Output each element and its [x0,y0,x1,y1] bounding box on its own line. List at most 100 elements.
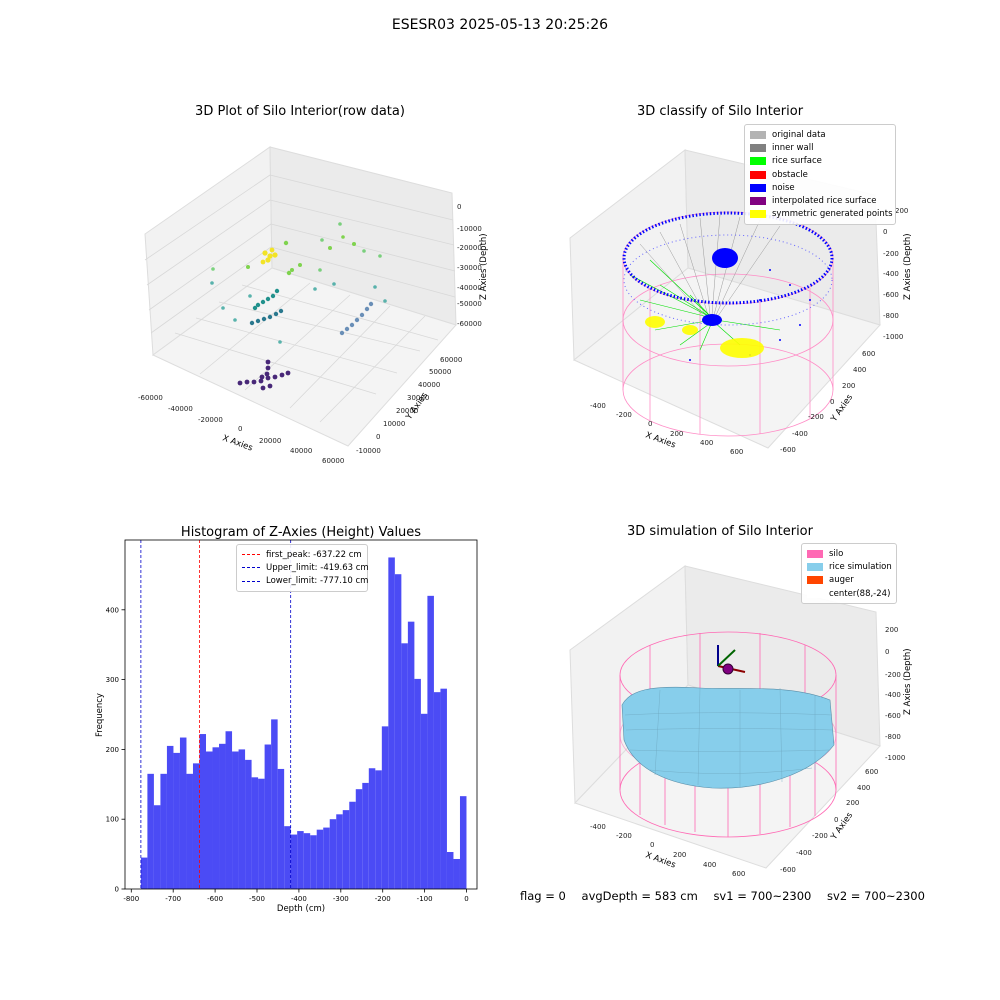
svg-text:-40000: -40000 [457,284,482,292]
histogram-bar [362,782,369,889]
svg-text:20000: 20000 [259,437,281,445]
svg-text:0: 0 [883,228,887,236]
svg-text:50000: 50000 [429,368,451,376]
legend-swatch [242,554,260,556]
legend-item: original data [750,128,890,141]
x-tick-label: -100 [417,895,433,903]
legend-swatch [750,183,766,192]
sv1-text: sv1 = 700~2300 [713,889,812,903]
histogram-bar [368,768,376,889]
svg-text:-30000: -30000 [457,264,482,272]
svg-text:-1000: -1000 [885,754,905,762]
x-tick-label: -800 [123,895,139,903]
histogram-bar [225,731,233,889]
histogram-bar [271,719,278,889]
x-tick-label: -600 [207,895,223,903]
legend-label: rice surface [772,156,822,167]
histogram-bar [277,768,285,889]
histogram-bar [212,747,220,889]
svg-text:400: 400 [703,861,716,869]
legend-swatch [807,549,823,558]
histogram-bar [166,745,174,889]
legend-swatch [242,580,260,582]
histogram-legend: first_peak: -637.22 cm Upper_limit: -419.… [236,544,369,592]
svg-text:30000: 30000 [407,394,429,402]
x-tick-label: -300 [333,895,349,903]
panel4-3d-plot: -400 -200 0 200 400 600 -600 -400 -200 0 200 4… [569,565,913,878]
legend-item: inner wall [750,141,890,154]
legend-swatch [750,143,766,152]
histogram-ylabel: Frequency [95,693,105,737]
histogram-bar [394,574,402,889]
legend-swatch [750,210,766,219]
svg-text:-60000: -60000 [138,394,163,402]
histogram-bar [173,752,180,889]
svg-text:200: 200 [846,799,859,807]
panel4-ylabel: Y Axies [829,810,856,842]
legend-item: noise [750,181,890,194]
x-tick-label: -500 [249,895,265,903]
histogram-bar [446,852,454,889]
svg-text:-800: -800 [883,312,899,320]
y-tick-label: 300 [106,676,119,684]
histogram-bar [427,595,434,889]
svg-text:200: 200 [895,207,908,215]
histogram-bar [186,773,193,889]
panel4-zlabel: Z Axies (Depth) [903,648,913,715]
panel1-3d-plot: -60000 -40000 -20000 0 20000 40000 60000 -100… [138,146,489,465]
svg-text:40000: 40000 [418,381,440,389]
legend-label: first_peak: -637.22 cm [266,549,362,560]
svg-text:-600: -600 [885,712,901,720]
svg-text:0: 0 [238,425,242,433]
histogram-frame [124,539,478,890]
x-tick-label: -700 [165,895,181,903]
panel1-points [210,222,387,391]
svg-text:-200: -200 [616,832,632,840]
svg-text:-10000: -10000 [457,225,482,233]
histogram-bar [349,801,356,889]
svg-text:-200: -200 [885,671,901,679]
legend-item: first_peak: -637.22 cm [242,548,362,561]
svg-text:0: 0 [376,433,380,441]
svg-text:-200: -200 [808,413,824,421]
histogram-bar [433,692,441,889]
svg-text:-20000: -20000 [198,416,223,424]
svg-text:600: 600 [865,768,878,776]
histogram-bar [329,819,337,889]
sv2-text: sv2 = 700~2300 [827,889,925,903]
histogram-bar [219,743,226,889]
y-tick-label: 400 [106,606,119,614]
svg-text:400: 400 [700,439,713,447]
histogram-bar [381,726,389,889]
legend-item: silo [807,547,891,560]
svg-text:60000: 60000 [322,457,344,465]
histogram-bars [140,557,467,889]
panel4-title: 3D simulation of Silo Interior [627,524,813,539]
legend-swatch [807,576,823,585]
histogram-bar [355,789,363,889]
svg-text:-50000: -50000 [457,300,482,308]
svg-text:-200: -200 [812,832,828,840]
svg-text:0: 0 [648,420,652,428]
legend-swatch [807,589,823,598]
legend-item: obstacle [750,168,890,181]
legend-item: Lower_limit: -777.10 cm [242,575,368,588]
legend-label: Upper_limit: -419.63 cm [266,562,369,573]
legend-item: auger [807,574,891,587]
histogram-title: Histogram of Z-Axies (Height) Values [181,525,421,540]
svg-text:200: 200 [885,626,898,634]
legend-label: symmetric generated points [772,209,893,220]
legend-label: Lower_limit: -777.10 cm [266,576,369,587]
histogram-bar [323,827,330,889]
histogram-bar [297,831,304,889]
status-footer: flag = 0 avgDepth = 583 cm sv1 = 700~230… [520,889,937,903]
histogram-bar [147,773,154,889]
svg-text:-1000: -1000 [883,333,903,341]
legend-item: rice simulation [807,560,892,573]
histogram-xlabel: Depth (cm) [277,904,325,914]
panel2-zlabel: Z Axies (Depth) [903,233,913,300]
histogram-bar [264,744,272,889]
histogram-y-ticks: 0 100 200 300 400 [106,606,125,894]
legend-label: obstacle [772,169,808,180]
histogram-bar [401,643,408,889]
